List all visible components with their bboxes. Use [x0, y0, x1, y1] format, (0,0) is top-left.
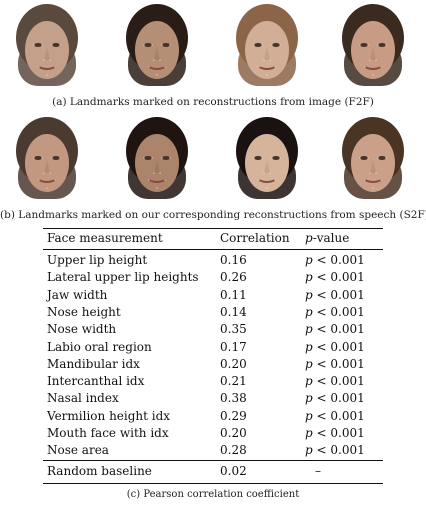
- row-correlation: 0.29: [220, 408, 247, 423]
- face-f2f-3: [228, 2, 306, 94]
- row-correlation: 0.28: [220, 443, 247, 458]
- table-row: Nose width 0.35 p < 0.001: [43, 321, 383, 338]
- row-pvalue: p < 0.001: [305, 426, 365, 440]
- row-measurement: Intercanthal idx: [47, 374, 145, 389]
- table-row: Nose area 0.28 p < 0.001: [43, 442, 383, 459]
- header-measurement: Face measurement: [47, 231, 163, 245]
- header-correlation: Correlation: [220, 231, 290, 245]
- row-measurement: Nasal index: [47, 391, 119, 406]
- table-row: Labio oral region 0.17 p < 0.001: [43, 339, 383, 356]
- row-measurement: Vermilion height idx: [47, 408, 171, 423]
- row-correlation: 0.26: [220, 270, 247, 285]
- table-row: Lateral upper lip heights 0.26 p < 0.001: [43, 269, 383, 286]
- row-correlation: 0.14: [220, 304, 247, 319]
- baseline-measurement: Random baseline: [47, 464, 152, 478]
- row-correlation: 0.20: [220, 426, 247, 440]
- table-row: Jaw width 0.11 p < 0.001: [43, 287, 383, 304]
- row-correlation: 0.38: [220, 391, 247, 406]
- face-f2f-1: [8, 2, 86, 94]
- row-pvalue: p < 0.001: [305, 408, 365, 423]
- baseline-row: Random baseline 0.02 –: [43, 463, 383, 480]
- row-pvalue: p < 0.001: [305, 391, 365, 406]
- table-row: Mouth face with idx 0.20 p < 0.001: [43, 425, 383, 442]
- face-s2f-2: [118, 115, 196, 207]
- caption-c: (c) Pearson correlation coefficient: [126, 489, 300, 500]
- row-pvalue: p < 0.001: [305, 443, 365, 458]
- face-s2f-1: [8, 115, 86, 207]
- baseline-correlation: 0.02: [220, 464, 247, 478]
- row-pvalue: p < 0.001: [305, 374, 365, 389]
- table-header-rule: [43, 249, 383, 250]
- caption-b: (b) Landmarks marked on our correspondin…: [0, 209, 426, 221]
- caption-a: (a) Landmarks marked on reconstructions …: [52, 96, 374, 108]
- row-pvalue: p < 0.001: [305, 270, 365, 285]
- row-pvalue: p < 0.001: [305, 253, 365, 267]
- table-row: Nose height 0.14 p < 0.001: [43, 304, 383, 321]
- table-row: Nasal index 0.38 p < 0.001: [43, 390, 383, 407]
- table-row: Intercanthal idx 0.21 p < 0.001: [43, 373, 383, 390]
- row-measurement: Nose height: [47, 304, 121, 319]
- table-row: Upper lip height 0.16 p < 0.001: [43, 252, 383, 269]
- face-s2f-3: [228, 115, 306, 207]
- row-correlation: 0.16: [220, 253, 247, 267]
- table-row: Mandibular idx 0.20 p < 0.001: [43, 356, 383, 373]
- row-measurement: Nose width: [47, 322, 117, 337]
- row-pvalue: p < 0.001: [305, 322, 365, 337]
- table-bottom-rule: [43, 483, 383, 485]
- face-f2f-2: [118, 2, 196, 94]
- row-measurement: Labio oral region: [47, 339, 152, 354]
- row-measurement: Lateral upper lip heights: [47, 270, 199, 285]
- row-pvalue: p < 0.001: [305, 339, 365, 354]
- f2f-face-row: [0, 2, 426, 94]
- row-correlation: 0.17: [220, 339, 247, 354]
- row-measurement: Upper lip height: [47, 253, 148, 267]
- row-pvalue: p < 0.001: [305, 304, 365, 319]
- row-measurement: Mouth face with idx: [47, 426, 169, 440]
- header-pvalue: p-value: [305, 231, 350, 245]
- row-correlation: 0.35: [220, 322, 247, 337]
- face-s2f-4: [334, 115, 412, 207]
- row-measurement: Nose area: [47, 443, 109, 458]
- row-correlation: 0.21: [220, 374, 247, 389]
- baseline-pvalue: –: [315, 464, 321, 478]
- row-measurement: Mandibular idx: [47, 356, 140, 371]
- table-header: Face measurement Correlation p-value: [43, 230, 383, 247]
- row-measurement: Jaw width: [47, 287, 108, 302]
- table-top-rule: [43, 228, 383, 230]
- face-f2f-4: [334, 2, 412, 94]
- row-pvalue: p < 0.001: [305, 287, 365, 302]
- row-correlation: 0.20: [220, 356, 247, 371]
- s2f-face-row: [0, 115, 426, 207]
- table-mid-rule: [43, 460, 383, 461]
- row-correlation: 0.11: [220, 287, 247, 302]
- table-row: Vermilion height idx 0.29 p < 0.001: [43, 408, 383, 425]
- row-pvalue: p < 0.001: [305, 356, 365, 371]
